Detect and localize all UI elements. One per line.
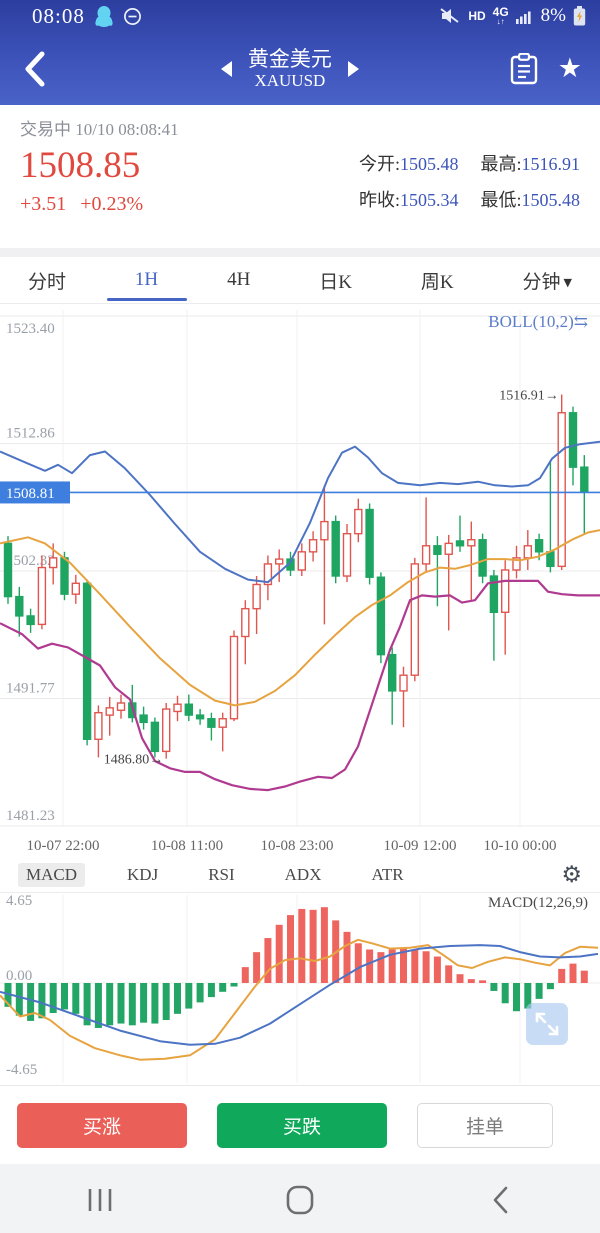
prev-close-value: 1505.34 [399,190,459,210]
price-change-percent: +0.23% [80,192,144,215]
next-instrument-arrow[interactable] [347,60,359,77]
back-chevron-icon [25,51,45,86]
low-label: 最低: [480,190,522,210]
prev-close-label: 昨收: [358,190,400,210]
pending-order-button[interactable]: 挂单 [417,1102,553,1148]
svg-text:1508.81: 1508.81 [6,486,55,502]
tab-timeline[interactable]: 分时 [28,271,67,293]
market-state: 交易中 [20,120,71,139]
candlestick-chart[interactable]: 1523.40 1512.86 1502.32 1491.77 1481.23 10-07… [0,304,600,858]
quote-stats: 今开:1505.48 最高:1516.91 昨收:1505.34 最低:1505… [359,150,580,216]
data-arrows-icon: ↓↑ [496,17,505,26]
svg-text:1523.40: 1523.40 [6,321,55,337]
system-nav-bar [0,1164,600,1233]
indicator-tab-bar: MACD KDJ RSI ADX ATR ⚙ [0,858,600,893]
buy-up-button[interactable]: 买涨 [17,1102,187,1148]
svg-text:10-09 12:00: 10-09 12:00 [384,838,457,854]
svg-text:1491.77: 1491.77 [6,681,55,697]
svg-text:1512.86: 1512.86 [6,425,55,441]
chevron-down-icon: ▼ [563,275,572,289]
instrument-symbol: XAUUSD [254,70,326,90]
open-label: 今开: [358,154,400,174]
title-bar: 黄金美元 XAUUSD ★ [0,32,600,105]
svg-text:1502.32: 1502.32 [6,553,55,569]
app-header: 08:08 HD 4G [0,0,600,105]
back-nav-button[interactable] [455,1175,545,1225]
back-nav-icon [493,1186,508,1213]
svg-text:0.00: 0.00 [6,968,32,984]
tab-daily[interactable]: 日K [319,271,352,293]
tab-adx[interactable]: ADX [284,865,322,884]
tab-1h[interactable]: 1H [133,259,160,301]
section-divider [0,248,600,257]
clock-time: 08:08 [32,3,85,28]
minutes-dropdown[interactable]: 分钟 ▼ [522,271,572,293]
period-tab-bar: 分时 1H 4H 日K 周K 分钟 ▼ [0,257,600,304]
svg-text:10-08 23:00: 10-08 23:00 [261,838,334,854]
low-value: 1505.48 [521,190,581,210]
instrument-title: 黄金美元 XAUUSD [248,47,332,91]
network-type-icon: 4G [492,5,509,19]
home-button[interactable] [255,1175,345,1225]
quote-datetime: 10/10 08:08:41 [75,120,179,139]
svg-text:10-10 00:00: 10-10 00:00 [484,838,557,854]
home-icon [286,1185,314,1214]
open-value: 1505.48 [399,154,459,174]
macd-chart[interactable]: 4.65 0.00 -4.65 [0,893,600,1085]
recent-apps-button[interactable] [55,1175,145,1225]
battery-percent: 8% [540,5,566,26]
hd-voice-icon: HD [468,9,486,23]
tab-rsi[interactable]: RSI [208,865,235,884]
back-button[interactable] [0,32,70,105]
instrument-name: 黄金美元 [247,46,332,71]
svg-text:10-07 22:00: 10-07 22:00 [27,838,100,854]
do-not-disturb-icon [123,7,141,25]
last-price: 1508.85 [20,145,141,186]
svg-text:4.65: 4.65 [6,893,32,909]
qq-penguin-notification-icon [95,6,113,27]
prev-instrument-arrow[interactable] [220,60,232,77]
svg-text:1486.80→: 1486.80→ [104,753,164,768]
svg-text:10-08 11:00: 10-08 11:00 [151,838,223,854]
macd-chart-panel: 4.65 0.00 -4.65 MACD(12,26,9) [0,893,600,1086]
macd-params-label: MACD(12,26,9) [488,895,588,911]
tab-weekly[interactable]: 周K [420,271,454,293]
recent-apps-icon [88,1188,112,1211]
high-value: 1516.91 [521,154,581,174]
mute-icon [440,8,459,23]
news-clipboard-icon[interactable] [510,52,538,85]
svg-text:-4.65: -4.65 [6,1062,37,1078]
candlestick-chart-panel: 1523.40 1512.86 1502.32 1491.77 1481.23 10-07… [0,304,600,858]
tab-4h[interactable]: 4H [227,269,251,290]
high-label: 最高: [480,154,522,174]
price-change: +3.51 [20,192,67,215]
svg-text:1516.91→: 1516.91→ [499,388,559,403]
trade-button-row: 买涨 买跌 挂单 [0,1086,600,1164]
tab-atr[interactable]: ATR [371,865,404,884]
quote-panel: 交易中 10/10 08:08:41 1508.85 +3.51 +0.23% … [0,105,600,248]
battery-charging-icon [573,6,586,26]
expand-chart-icon[interactable] [526,1003,568,1045]
indicator-settings-gear-icon[interactable]: ⚙ [561,861,582,888]
buy-down-button[interactable]: 买跌 [217,1102,387,1148]
tab-macd[interactable]: MACD [18,863,86,887]
svg-text:1481.23: 1481.23 [6,808,55,824]
boll-indicator-label[interactable]: BOLL(10,2)⇆ [488,312,588,331]
status-bar: 08:08 HD 4G [0,0,600,32]
signal-strength-icon [515,11,531,24]
tab-kdj[interactable]: KDJ [127,865,159,884]
favorite-star-icon[interactable]: ★ [557,53,582,84]
